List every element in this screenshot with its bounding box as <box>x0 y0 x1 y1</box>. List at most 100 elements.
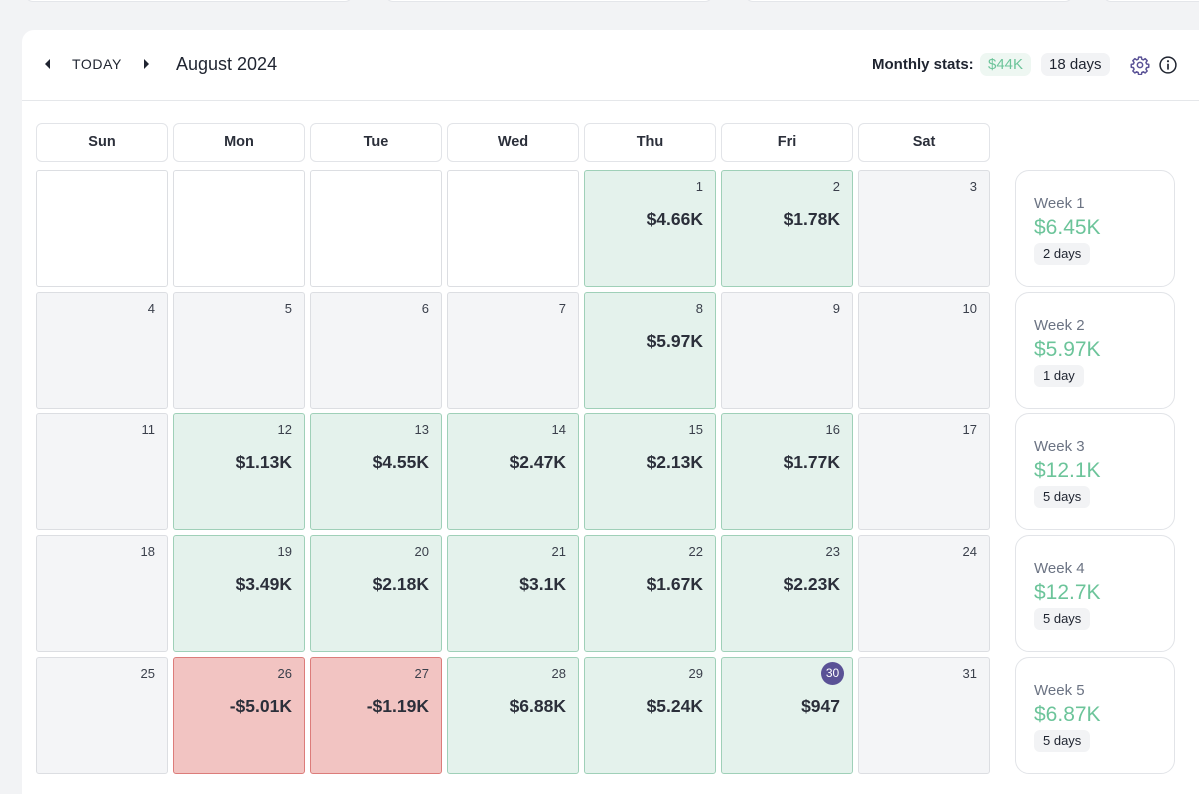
today-button[interactable]: TODAY <box>72 56 122 72</box>
empty-day-cell <box>36 170 168 287</box>
day-cell-4[interactable]: 4 <box>36 292 168 409</box>
week-summary-card-1[interactable]: Week 1 $6.45K 2 days <box>1015 170 1175 287</box>
day-cell-16[interactable]: 16 $1.77K <box>721 413 853 530</box>
day-pnl-value: $2.47K <box>509 452 566 472</box>
week-label: Week 1 <box>1034 195 1085 212</box>
top-card-1 <box>25 0 353 2</box>
empty-day-cell <box>447 170 579 287</box>
day-number: 20 <box>414 544 429 559</box>
day-cell-14[interactable]: 14 $2.47K <box>447 413 579 530</box>
day-number: 29 <box>688 666 703 681</box>
day-number: 5 <box>284 301 292 316</box>
day-number: 12 <box>277 422 292 437</box>
week-days-badge: 5 days <box>1034 486 1091 508</box>
day-cell-28[interactable]: 28 $6.88K <box>447 657 579 774</box>
day-cell-3[interactable]: 3 <box>858 170 990 287</box>
week-pnl-value: $12.7K <box>1034 581 1101 604</box>
monthly-stats-label: Monthly stats: <box>872 56 974 73</box>
week-summary-card-3[interactable]: Week 3 $12.1K 5 days <box>1015 413 1175 530</box>
day-number: 19 <box>277 544 292 559</box>
week-summary-card-2[interactable]: Week 2 $5.97K 1 day <box>1015 292 1175 409</box>
day-pnl-value: $3.1K <box>519 574 566 594</box>
day-number: 9 <box>832 301 840 316</box>
day-number: 21 <box>551 544 566 559</box>
week-days-badge: 5 days <box>1034 730 1091 752</box>
day-number: 28 <box>551 666 566 681</box>
week-days-badge: 1 day <box>1034 365 1084 387</box>
day-cell-23[interactable]: 23 $2.23K <box>721 535 853 652</box>
week-pnl-value: $5.97K <box>1034 338 1101 361</box>
empty-day-cell <box>310 170 442 287</box>
day-cell-25[interactable]: 25 <box>36 657 168 774</box>
calendar-card: TODAY August 2024 Monthly stats: $44K 18… <box>22 30 1199 794</box>
day-pnl-value: $1.78K <box>783 209 840 229</box>
weekday-wed: Wed <box>447 123 579 162</box>
day-number: 16 <box>825 422 840 437</box>
day-number: 27 <box>414 666 429 681</box>
day-pnl-value: $1.77K <box>783 452 840 472</box>
day-cell-21[interactable]: 21 $3.1K <box>447 535 579 652</box>
day-number: 1 <box>695 179 703 194</box>
monthly-days-badge: 18 days <box>1041 53 1110 76</box>
day-number: 31 <box>962 666 977 681</box>
day-pnl-value: $1.67K <box>646 574 703 594</box>
day-number: 26 <box>277 666 292 681</box>
day-pnl-value: $1.13K <box>235 452 292 472</box>
day-pnl-value: $5.24K <box>646 696 703 716</box>
day-cell-7[interactable]: 7 <box>447 292 579 409</box>
day-cell-9[interactable]: 9 <box>721 292 853 409</box>
day-number: 7 <box>558 301 566 316</box>
week-summary-card-5[interactable]: Week 5 $6.87K 5 days <box>1015 657 1175 774</box>
day-cell-31[interactable]: 31 <box>858 657 990 774</box>
info-icon[interactable] <box>1158 55 1178 75</box>
day-cell-2[interactable]: 2 $1.78K <box>721 170 853 287</box>
empty-day-cell <box>173 170 305 287</box>
day-number: 17 <box>962 422 977 437</box>
gear-icon[interactable] <box>1130 55 1150 75</box>
day-cell-12[interactable]: 12 $1.13K <box>173 413 305 530</box>
day-number: 22 <box>688 544 703 559</box>
day-cell-17[interactable]: 17 <box>858 413 990 530</box>
day-cell-1[interactable]: 1 $4.66K <box>584 170 716 287</box>
day-cell-27[interactable]: 27 -$1.19K <box>310 657 442 774</box>
day-cell-30[interactable]: 30 $947 <box>721 657 853 774</box>
week-days-badge: 2 days <box>1034 243 1091 265</box>
monthly-profit-badge: $44K <box>980 53 1032 76</box>
day-pnl-value: -$1.19K <box>366 696 429 716</box>
day-cell-13[interactable]: 13 $4.55K <box>310 413 442 530</box>
today-badge: 30 <box>821 662 844 685</box>
day-pnl-value: $4.55K <box>372 452 429 472</box>
weekday-mon: Mon <box>173 123 305 162</box>
day-cell-11[interactable]: 11 <box>36 413 168 530</box>
caret-right-icon[interactable] <box>140 57 152 71</box>
week-label: Week 3 <box>1034 438 1085 455</box>
top-card-2 <box>385 0 713 2</box>
day-number: 25 <box>140 666 155 681</box>
day-cell-29[interactable]: 29 $5.24K <box>584 657 716 774</box>
weekday-thu: Thu <box>584 123 716 162</box>
weekday-fri: Fri <box>721 123 853 162</box>
week-pnl-value: $6.87K <box>1034 703 1101 726</box>
day-cell-26[interactable]: 26 -$5.01K <box>173 657 305 774</box>
day-cell-24[interactable]: 24 <box>858 535 990 652</box>
day-number: 13 <box>414 422 429 437</box>
week-label: Week 5 <box>1034 682 1085 699</box>
day-number: 23 <box>825 544 840 559</box>
caret-left-icon[interactable] <box>42 57 54 71</box>
day-cell-5[interactable]: 5 <box>173 292 305 409</box>
day-cell-6[interactable]: 6 <box>310 292 442 409</box>
day-cell-22[interactable]: 22 $1.67K <box>584 535 716 652</box>
day-cell-20[interactable]: 20 $2.18K <box>310 535 442 652</box>
week-summary-card-4[interactable]: Week 4 $12.7K 5 days <box>1015 535 1175 652</box>
day-cell-19[interactable]: 19 $3.49K <box>173 535 305 652</box>
day-number: 15 <box>688 422 703 437</box>
day-cell-15[interactable]: 15 $2.13K <box>584 413 716 530</box>
day-number: 18 <box>140 544 155 559</box>
day-pnl-value: $3.49K <box>235 574 292 594</box>
day-cell-8[interactable]: 8 $5.97K <box>584 292 716 409</box>
day-cell-10[interactable]: 10 <box>858 292 990 409</box>
weekday-tue: Tue <box>310 123 442 162</box>
day-number: 3 <box>969 179 977 194</box>
day-cell-18[interactable]: 18 <box>36 535 168 652</box>
day-pnl-value: $6.88K <box>509 696 566 716</box>
